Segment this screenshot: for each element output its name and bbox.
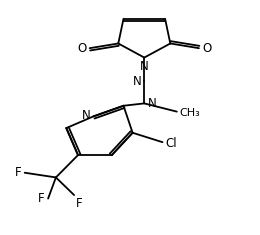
Text: N: N	[147, 97, 156, 110]
Text: F: F	[38, 192, 45, 205]
Text: N: N	[82, 109, 90, 122]
Text: CH₃: CH₃	[179, 108, 200, 118]
Text: F: F	[75, 197, 82, 210]
Text: F: F	[15, 166, 22, 179]
Text: O: O	[202, 42, 211, 55]
Text: N: N	[132, 74, 141, 88]
Text: N: N	[140, 60, 149, 73]
Text: Cl: Cl	[166, 137, 177, 150]
Text: O: O	[77, 42, 87, 55]
